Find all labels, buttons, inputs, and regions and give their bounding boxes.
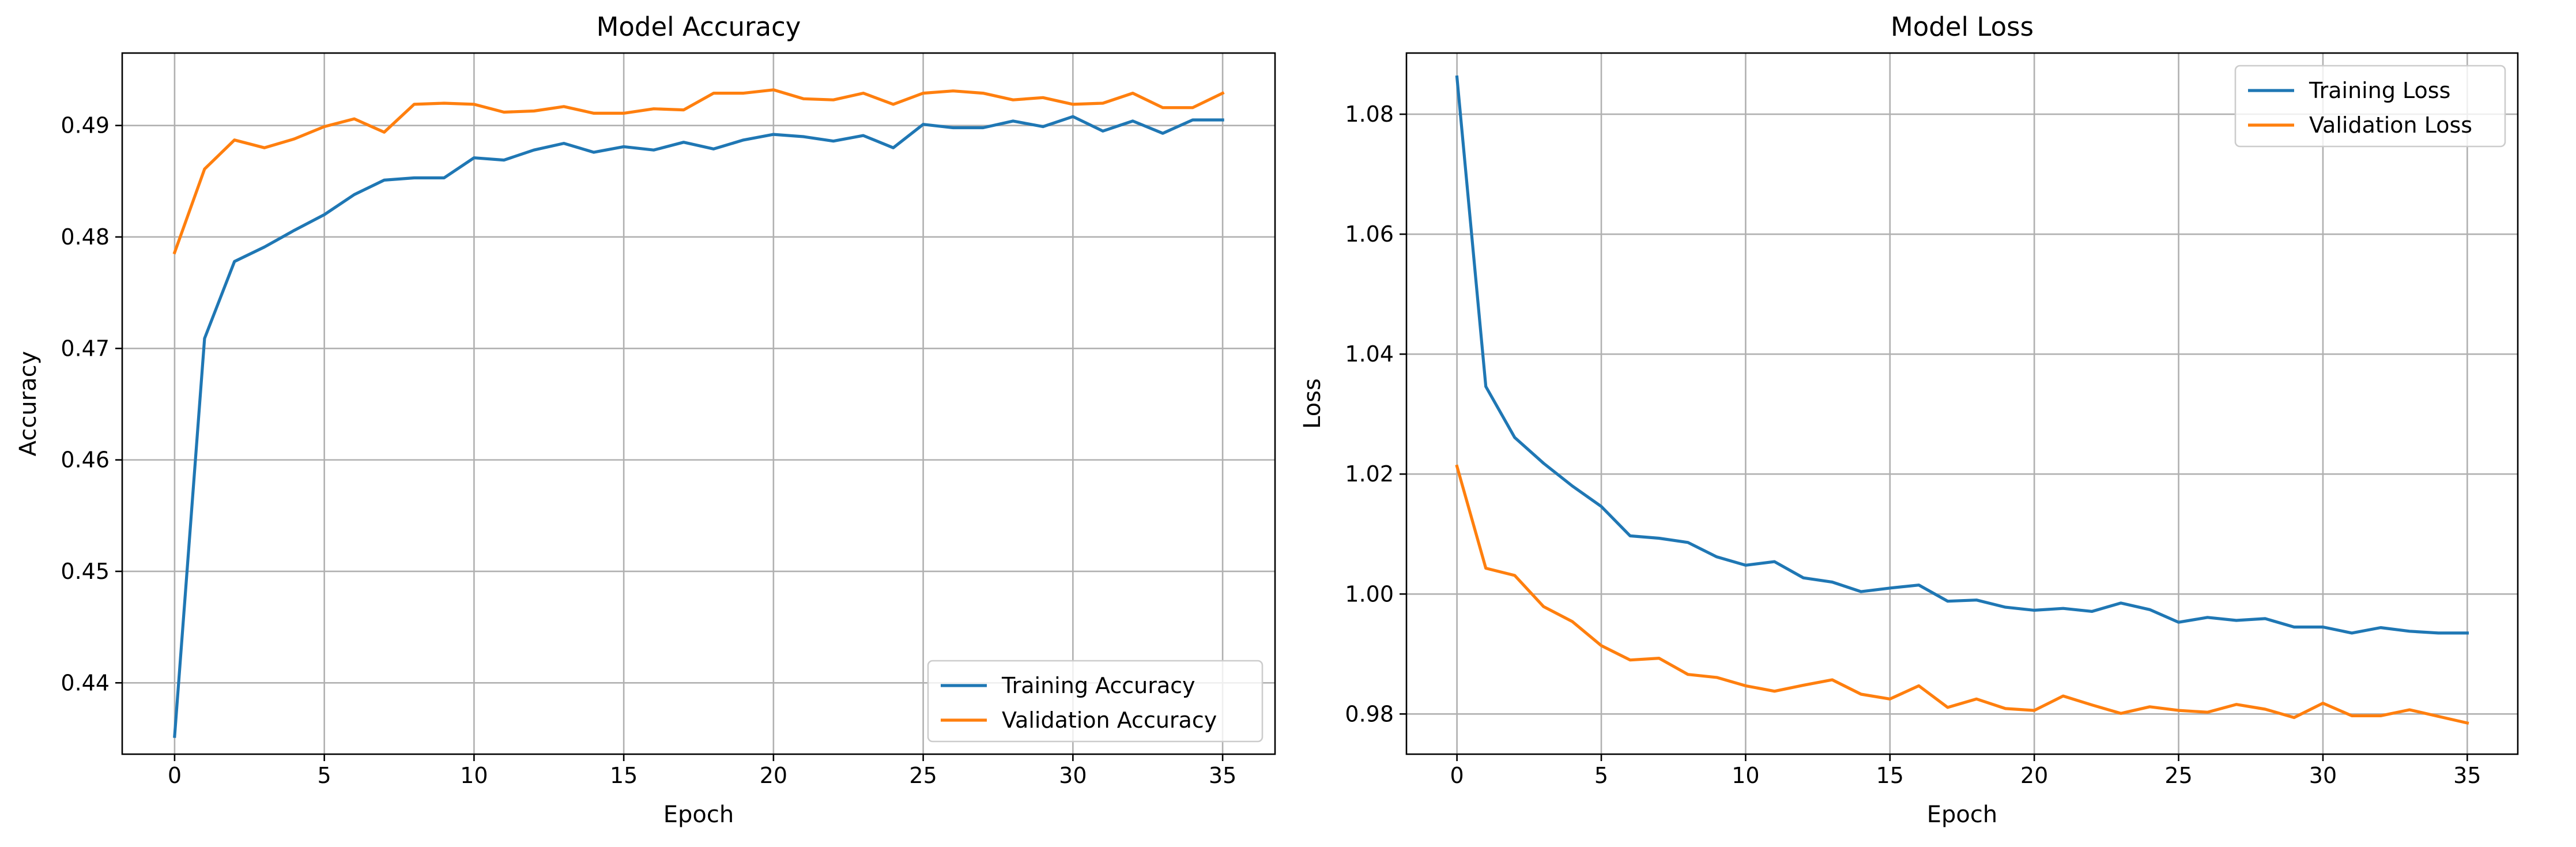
chart1-x-tick-label: 0 bbox=[168, 763, 182, 788]
chart2-y-tick-label: 1.06 bbox=[1345, 221, 1394, 247]
chart2-y-tick-label: 1.08 bbox=[1345, 101, 1394, 127]
chart1-series-line-2 bbox=[172, 88, 1225, 255]
chart2-y-tick-label: 1.04 bbox=[1345, 341, 1394, 367]
chart1-legend-label-2: Validation Accuracy bbox=[1002, 707, 1217, 733]
chart1-legend-box bbox=[927, 660, 1264, 743]
chart2-y-axis-label: Loss bbox=[1299, 378, 1326, 429]
chart1-x-tick-label: 20 bbox=[760, 763, 787, 788]
chart1-series-line-1 bbox=[173, 115, 1224, 738]
chart2-x-axis-label: Epoch bbox=[1927, 801, 1997, 828]
chart2-y-tick-label: 1.00 bbox=[1345, 581, 1394, 607]
chart1-y-tick-label: 0.44 bbox=[61, 670, 110, 695]
chart1-y-tick-label: 0.46 bbox=[61, 447, 110, 473]
chart1-y-axis-label: Accuracy bbox=[15, 351, 42, 457]
chart2-series-line-2 bbox=[1455, 464, 2469, 725]
chart2-legend-label-2: Validation Loss bbox=[2309, 112, 2472, 138]
chart2-x-tick-label: 20 bbox=[2020, 763, 2048, 788]
chart1-y-tick-label: 0.48 bbox=[61, 224, 110, 250]
chart1-x-tick-label: 30 bbox=[1059, 763, 1087, 788]
chart1-x-tick-label: 35 bbox=[1209, 763, 1236, 788]
chart2-x-tick-label: 5 bbox=[1594, 763, 1608, 788]
chart2-x-tick-label: 30 bbox=[2309, 763, 2337, 788]
chart1-panel: 0 5 10 15 20 25 30 35 0.44 0.45 0.46 0.47 0.48 0.49 Mo… bbox=[15, 12, 1276, 828]
chart2-x-tick-label: 10 bbox=[1732, 763, 1759, 788]
chart2-axes-frame bbox=[1405, 52, 2519, 755]
chart2-title: Model Loss bbox=[1891, 12, 2034, 42]
chart2-x-tick-label: 25 bbox=[2164, 763, 2192, 788]
chart2-panel: 0 5 10 15 20 25 30 35 0.98 1.00 1.02 1.04 1.06 1.08 Mo… bbox=[1299, 12, 2519, 828]
chart2-series-line-1 bbox=[1455, 75, 2469, 635]
chart1-legend-label-1: Training Accuracy bbox=[1001, 673, 1195, 698]
chart1-x-tick-label: 15 bbox=[610, 763, 638, 788]
chart1-x-tick-label: 10 bbox=[460, 763, 488, 788]
chart2-y-tick-label: 0.98 bbox=[1345, 701, 1394, 726]
chart1-y-tick-label: 0.49 bbox=[61, 113, 110, 138]
chart1-x-tick-label: 25 bbox=[909, 763, 937, 788]
chart2-x-tick-label: 35 bbox=[2453, 763, 2481, 788]
chart1-y-tick-label: 0.47 bbox=[61, 336, 110, 361]
chart2-legend-box bbox=[2234, 65, 2506, 148]
chart2-legend: Training Loss Validation Loss bbox=[2234, 65, 2506, 148]
chart1-axes-frame bbox=[121, 52, 1276, 755]
chart1-x-tick-label: 5 bbox=[318, 763, 331, 788]
chart2-legend-label-1: Training Loss bbox=[2309, 78, 2450, 103]
chart2-x-tick-label: 0 bbox=[1450, 763, 1464, 788]
chart1-x-axis-label: Epoch bbox=[663, 801, 734, 828]
chart1-title: Model Accuracy bbox=[597, 12, 801, 42]
chart2-y-tick-label: 1.02 bbox=[1345, 461, 1394, 487]
chart1-y-tick-label: 0.45 bbox=[61, 559, 110, 584]
chart2-x-tick-label: 15 bbox=[1876, 763, 1904, 788]
chart1-legend: Training Accuracy Validation Accuracy bbox=[927, 660, 1264, 743]
